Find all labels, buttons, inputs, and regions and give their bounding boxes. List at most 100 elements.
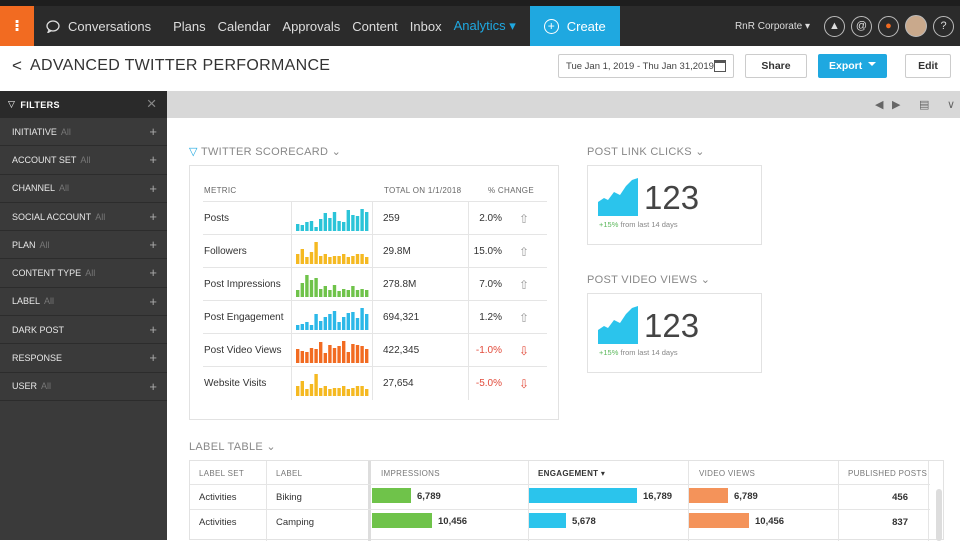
scrollbar[interactable] (936, 489, 942, 541)
nav-approvals[interactable]: Approvals (282, 18, 341, 34)
col-metric: METRIC (204, 186, 237, 195)
filter-item[interactable]: RESPONSE + (0, 344, 167, 373)
spark-bar (351, 215, 355, 231)
spark-bar (319, 289, 323, 297)
th-engagement[interactable]: ENGAGEMENT ▾ (538, 469, 606, 478)
filter-item[interactable]: LABEL All + (0, 288, 167, 317)
filter-value: All (44, 296, 55, 307)
plus-icon[interactable]: + (149, 237, 157, 253)
plus-icon[interactable]: + (149, 152, 157, 168)
plus-icon[interactable]: + (149, 208, 157, 224)
share-button[interactable]: Share (745, 54, 807, 78)
filter-item[interactable]: CHANNEL All + (0, 175, 167, 203)
at-icon[interactable]: @ (851, 15, 872, 37)
spark-bar (314, 314, 318, 330)
filter-item[interactable]: ACCOUNT SET All + (0, 146, 167, 175)
plus-icon[interactable]: + (149, 124, 157, 139)
nav-calendar[interactable]: Calendar (217, 18, 271, 34)
spark-bar (305, 352, 309, 363)
location-icon[interactable]: ● (878, 15, 899, 37)
sparkline (291, 202, 373, 235)
spark-bar (346, 352, 350, 363)
table-row[interactable]: Activities Biking 6,789 16,789 6,789 456 (190, 484, 930, 509)
spark-bar (305, 275, 309, 297)
org-selector[interactable]: RnR Corporate ▾ (734, 20, 810, 32)
plus-icon[interactable]: + (149, 378, 157, 394)
filter-value: All (39, 239, 50, 250)
nav-plans[interactable]: Plans (173, 18, 206, 34)
filter-value: All (60, 126, 71, 137)
content-toolbar: ◀ ▶ ▤ ∨ (167, 91, 960, 118)
sparkline (291, 268, 373, 301)
spark-bar (365, 290, 369, 297)
spark-bar (346, 257, 350, 264)
bell-icon[interactable]: ▲ (824, 15, 845, 37)
close-icon[interactable]: × (146, 94, 157, 113)
filter-value: All (85, 268, 96, 279)
metric-total: 278.8M (383, 279, 417, 290)
video-views-bar (689, 488, 728, 503)
avatar[interactable] (905, 15, 927, 37)
help-icon[interactable]: ? (933, 15, 954, 37)
nav-content[interactable]: Content (352, 18, 398, 34)
plus-icon[interactable]: + (149, 180, 157, 196)
prev-icon[interactable]: ◀ (875, 99, 884, 111)
nav-inbox[interactable]: Inbox (409, 18, 442, 34)
spark-bar (309, 280, 314, 297)
th-video-views[interactable]: VIDEO VIEWS (699, 469, 756, 478)
th-label[interactable]: LABEL (276, 469, 303, 478)
spark-bar (328, 314, 332, 330)
filter-item[interactable]: PLAN All + (0, 231, 167, 260)
metric-name: Followers (204, 246, 247, 257)
video-views-delta: +15% (599, 348, 619, 357)
th-published-posts[interactable]: PUBLISHED POSTS (848, 469, 928, 478)
arrow-up-icon: ⇧ (518, 311, 529, 325)
back-icon[interactable]: < (12, 56, 22, 75)
label-table-title[interactable]: LABEL TABLE ⌄ (189, 441, 276, 453)
metric-name: Post Impressions (204, 279, 281, 290)
spark-bar (351, 312, 355, 330)
arrow-down-icon: ⇩ (518, 377, 529, 391)
link-clicks-card: 123 +15% from last 14 days (587, 165, 762, 245)
plus-icon[interactable]: + (149, 293, 157, 309)
th-impressions[interactable]: IMPRESSIONS (381, 469, 440, 478)
impressions-value: 6,789 (417, 491, 441, 502)
edit-button[interactable]: Edit (905, 54, 951, 78)
logo-icon[interactable]: ⁝ (0, 6, 34, 46)
plus-icon[interactable]: + (149, 265, 157, 281)
sparkline (291, 334, 373, 367)
th-label-set[interactable]: LABEL SET (199, 469, 245, 478)
export-button[interactable]: Export (818, 54, 887, 78)
spark-bar (332, 256, 337, 264)
date-range-picker[interactable]: Tue Jan 1, 2019 - Thu Jan 31,2019 (558, 54, 734, 78)
nav-analytics[interactable]: Analytics ▾ (453, 18, 516, 33)
filter-item[interactable]: CONTENT TYPE All + (0, 259, 167, 288)
spark-bar (296, 254, 300, 264)
plus-icon[interactable]: + (149, 322, 157, 338)
link-clicks-title[interactable]: POST LINK CLICKS ⌄ (587, 146, 705, 158)
spark-bar (332, 348, 337, 363)
top-nav: ⁝ Conversations Plans Calendar Approvals… (0, 0, 960, 46)
tv-icon[interactable]: ▤ (919, 99, 930, 111)
arrow-down-icon: ⇩ (518, 344, 529, 358)
spark-bar (296, 290, 300, 297)
scorecard-title-label: TWITTER SCORECARD ⌄ (200, 146, 342, 158)
next-icon[interactable]: ▶ (892, 99, 901, 111)
scorecard-title[interactable]: ▽ TWITTER SCORECARD ⌄ (189, 145, 341, 158)
filter-item[interactable]: USER All + (0, 373, 167, 401)
filter-item[interactable]: DARK POST + (0, 316, 167, 345)
nav-conversations[interactable]: Conversations (46, 19, 151, 34)
spark-bar (351, 286, 355, 297)
spark-bar (309, 221, 314, 231)
col-divider (838, 461, 839, 541)
video-views-title[interactable]: POST VIDEO VIEWS ⌄ (587, 274, 711, 286)
create-button[interactable]: + Create (529, 6, 620, 46)
filter-item[interactable]: INITIATIVE All + (0, 118, 167, 147)
page-header: < ADVANCED TWITTER PERFORMANCE Tue Jan 1… (0, 46, 960, 91)
plus-icon[interactable]: + (149, 350, 157, 366)
table-row[interactable]: Activities Camping 10,456 5,678 10,456 8… (190, 509, 930, 534)
spark-bar (342, 386, 346, 396)
filter-item[interactable]: SOCIAL ACCOUNT All + (0, 203, 167, 232)
double-chevron-down-icon[interactable]: ∨ (947, 99, 956, 111)
metric-change: -1.0% (475, 345, 502, 356)
